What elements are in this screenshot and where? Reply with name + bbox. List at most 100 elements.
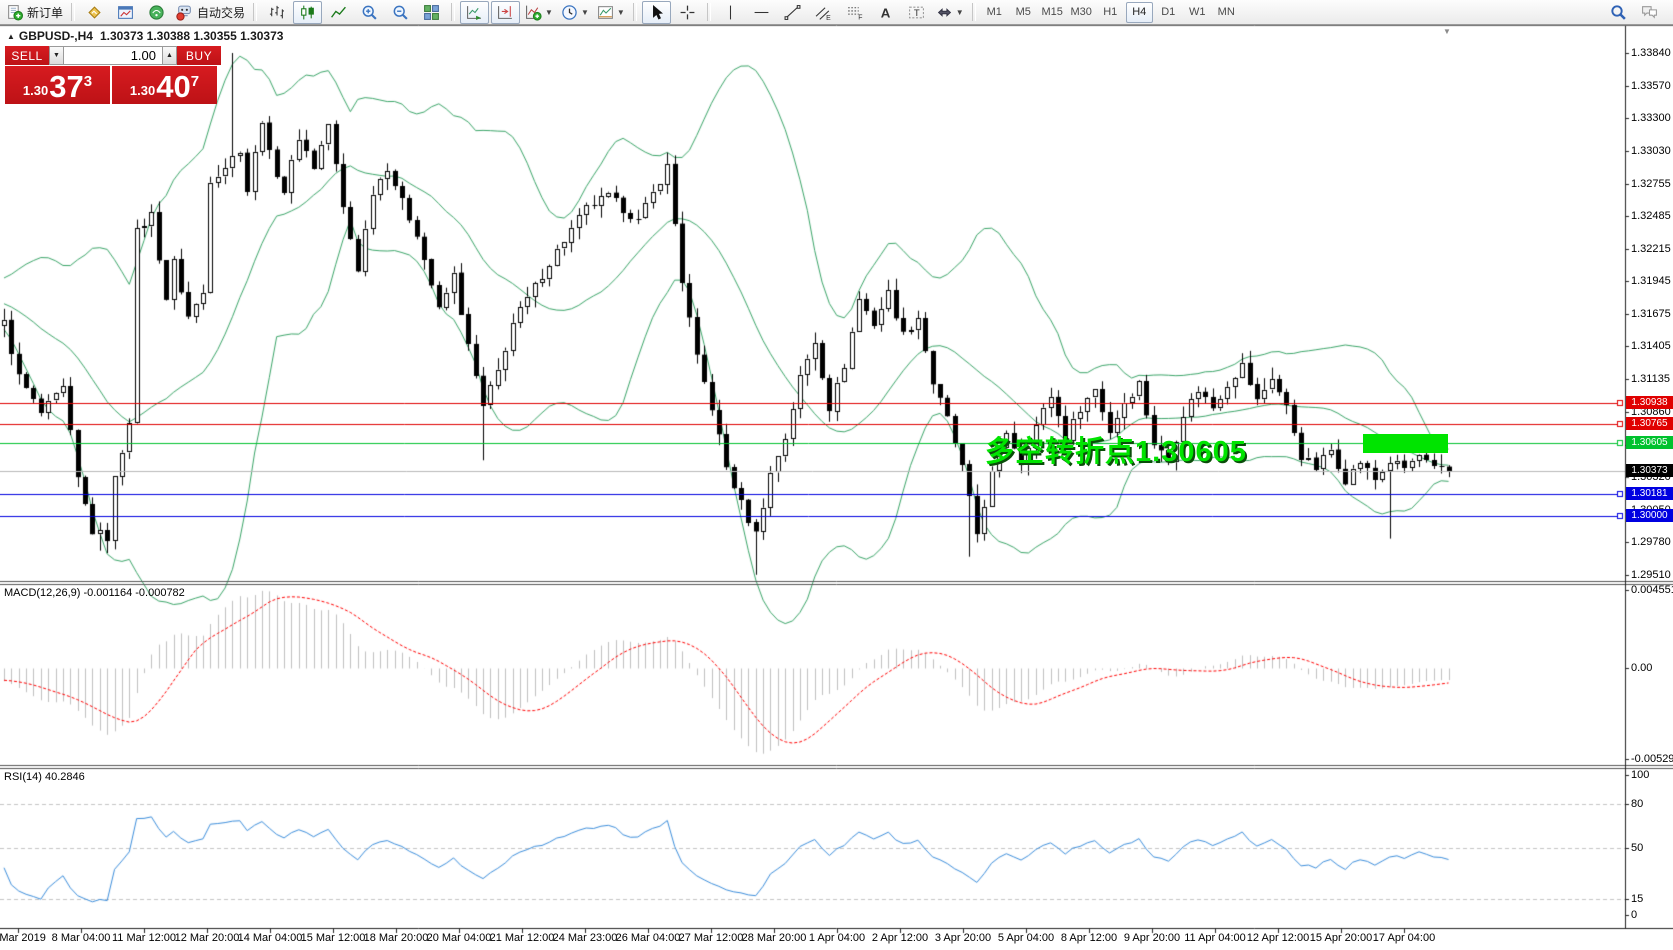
volume-down-button[interactable]: ▼ bbox=[49, 46, 64, 65]
price-axis-tick-label: 1.31675 bbox=[1631, 307, 1671, 320]
equidistant-channel-button[interactable]: E bbox=[809, 1, 838, 24]
time-axis-label: 11 Apr 04:00 bbox=[1184, 932, 1246, 944]
rsi-axis-label: 100 bbox=[1631, 769, 1650, 781]
timeframe-d1-button[interactable]: D1 bbox=[1161, 6, 1176, 18]
price-axis-tick-label: 1.32755 bbox=[1631, 177, 1671, 190]
price-axis-tick-label: 1.29510 bbox=[1631, 568, 1671, 581]
linechart-icon bbox=[330, 4, 347, 21]
time-axis-label: 28 Mar 20:00 bbox=[741, 932, 807, 944]
crosshair-button[interactable] bbox=[673, 1, 702, 24]
autoscroll-icon bbox=[466, 4, 483, 21]
svg-text:A: A bbox=[881, 5, 891, 20]
vertical-line-button[interactable] bbox=[716, 1, 745, 24]
chart-window-icon bbox=[117, 4, 134, 21]
timeframe-m30-button[interactable]: M30 bbox=[1070, 6, 1092, 18]
toolbar-separator bbox=[971, 3, 976, 21]
zoom-out-icon bbox=[392, 4, 409, 21]
metaeditor-button[interactable] bbox=[80, 1, 109, 24]
time-axis-label: 12 Apr 12:00 bbox=[1246, 932, 1310, 944]
dropdown-caret-icon[interactable]: ▼ bbox=[955, 7, 964, 17]
timeframe-h4-button[interactable]: H4 bbox=[1125, 1, 1153, 23]
fibonacci-button[interactable]: F bbox=[840, 1, 869, 24]
time-axis-label: 8 Mar 04:00 bbox=[51, 932, 111, 944]
price-level-tag[interactable]: 1.30938 bbox=[1626, 395, 1673, 409]
cursor-button[interactable] bbox=[641, 0, 671, 24]
chat-button[interactable] bbox=[1635, 1, 1664, 24]
auto-scroll-button[interactable] bbox=[460, 0, 490, 24]
tile-windows-button[interactable] bbox=[417, 1, 446, 24]
sell-price-button[interactable]: 1.30 37 3 bbox=[5, 66, 110, 104]
timeframe-w1-button[interactable]: W1 bbox=[1188, 6, 1206, 18]
periods-button[interactable]: ▼ bbox=[558, 1, 592, 24]
timeframe-m1-button[interactable]: M1 bbox=[986, 6, 1002, 18]
timeframe-m5-button[interactable]: M5 bbox=[1015, 6, 1031, 18]
timeframe-m15-button[interactable]: M15 bbox=[1041, 6, 1063, 18]
zoom-out-button[interactable] bbox=[386, 1, 415, 24]
time-axis-label: 9 Apr 20:00 bbox=[1123, 932, 1181, 944]
time-axis-label: 26 Mar 04:00 bbox=[615, 932, 681, 944]
candlestick-chart-button[interactable] bbox=[293, 0, 323, 24]
autotrading-icon bbox=[176, 4, 193, 21]
chart-shift-marker-icon[interactable]: ▼ bbox=[1443, 27, 1451, 36]
volume-input[interactable] bbox=[64, 46, 162, 65]
timeframe-h1-button[interactable]: H1 bbox=[1103, 6, 1118, 18]
text-label-button[interactable]: T bbox=[902, 1, 931, 24]
price-level-tag[interactable]: 1.30181 bbox=[1626, 486, 1673, 500]
highlight-rectangle[interactable] bbox=[1363, 434, 1448, 453]
sell-button[interactable]: SELL bbox=[5, 46, 49, 65]
time-axis-label: 24 Mar 23:00 bbox=[552, 932, 618, 944]
line-chart-button[interactable] bbox=[324, 1, 353, 24]
indicators-button[interactable]: ▼ bbox=[522, 1, 556, 24]
time-axis-label: 1 Apr 04:00 bbox=[808, 932, 866, 944]
bar-chart-button[interactable] bbox=[262, 1, 291, 24]
buy-price-button[interactable]: 1.30 40 7 bbox=[112, 66, 217, 104]
svg-text:E: E bbox=[826, 14, 831, 20]
price-level-tag[interactable]: 1.30605 bbox=[1626, 435, 1673, 449]
dropdown-caret-icon[interactable]: ▼ bbox=[580, 7, 589, 17]
fibo-icon: F bbox=[846, 4, 863, 21]
autotrading-button[interactable]: 自动交易 bbox=[173, 1, 248, 24]
toolbar-separator bbox=[253, 3, 258, 21]
dropdown-caret-icon[interactable]: ▼ bbox=[616, 7, 625, 17]
crosshair-icon bbox=[679, 4, 696, 21]
annotation-text[interactable]: 多空转折点1.30605 bbox=[985, 436, 1247, 468]
symbol-info: ▲ GBPUSD-,H4 1.30373 1.30388 1.30355 1.3… bbox=[7, 29, 283, 43]
label-icon: T bbox=[908, 4, 925, 21]
rsi-indicator-label: RSI(14) 40.2846 bbox=[4, 771, 85, 783]
time-axis-label: 17 Apr 04:00 bbox=[1372, 932, 1436, 944]
shift-icon bbox=[497, 4, 514, 21]
time-axis-label: 27 Mar 12:00 bbox=[678, 932, 744, 944]
chart-shift-button[interactable] bbox=[491, 0, 521, 24]
price-level-tag[interactable]: 1.30000 bbox=[1626, 508, 1673, 522]
toolbar-separator bbox=[632, 3, 637, 21]
price-level-tag[interactable]: 1.30765 bbox=[1626, 416, 1673, 430]
sell-price-sup: 3 bbox=[83, 73, 93, 90]
macd-axis-label: 0.004551 bbox=[1631, 584, 1673, 596]
macd-axis-label: 0.00 bbox=[1631, 662, 1653, 674]
candles-icon bbox=[299, 4, 316, 21]
dropdown-caret-icon[interactable]: ▼ bbox=[545, 7, 553, 17]
vline-icon bbox=[722, 4, 739, 21]
horizontal-line-button[interactable] bbox=[747, 1, 776, 24]
time-axis-label: 14 Mar 04:00 bbox=[237, 932, 303, 944]
chart-profiles-button[interactable] bbox=[111, 1, 140, 24]
zoom-in-button[interactable] bbox=[355, 1, 384, 24]
buy-button[interactable]: BUY bbox=[177, 46, 221, 65]
rsi-axis-label: 0 bbox=[1631, 909, 1638, 921]
search-button[interactable] bbox=[1604, 1, 1633, 24]
timeframe-mn-button[interactable]: MN bbox=[1217, 6, 1235, 18]
svg-text:F: F bbox=[858, 14, 862, 21]
rsi-axis-label: 80 bbox=[1631, 798, 1644, 811]
arrows-button[interactable]: ▼ bbox=[933, 1, 967, 24]
trendline-button[interactable] bbox=[778, 1, 807, 24]
signals-button[interactable] bbox=[142, 1, 171, 24]
new-order-button[interactable]: 新订单 bbox=[3, 1, 66, 24]
text-button[interactable]: A bbox=[871, 1, 900, 24]
templates-button[interactable]: ▼ bbox=[594, 1, 628, 24]
price-axis-tick-label: 1.32485 bbox=[1631, 210, 1671, 223]
gold-diamond-icon bbox=[86, 4, 103, 21]
channel-icon: E bbox=[815, 4, 832, 21]
volume-up-button[interactable]: ▲ bbox=[162, 46, 177, 65]
one-click-trading-panel: SELL ▼ ▲ BUY 1.30 37 3 1.30 40 7 bbox=[5, 46, 221, 104]
